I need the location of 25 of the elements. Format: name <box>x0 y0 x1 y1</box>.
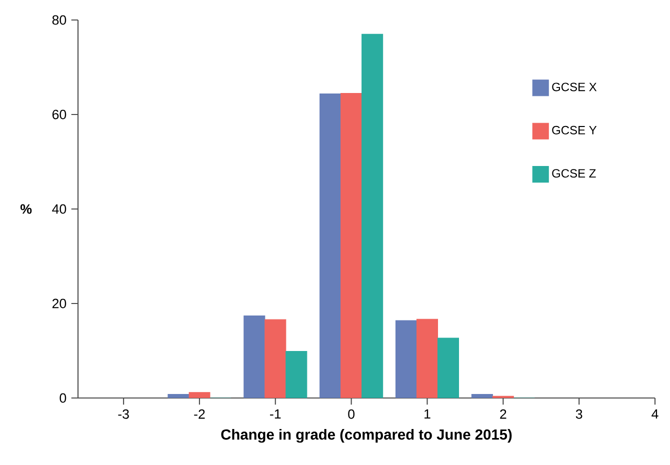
bar <box>264 319 286 398</box>
y-tick-label: 20 <box>52 298 66 308</box>
bar <box>362 34 384 398</box>
x-tick-label: -2 <box>194 409 205 419</box>
bar <box>340 92 362 398</box>
bar <box>437 338 460 398</box>
legend-label: GCSE Z <box>552 169 596 178</box>
x-tick-label: 1 <box>424 409 430 419</box>
legend-label: GCSE Y <box>552 126 597 134</box>
x-axis-title: Change in grade (compared to June 2015) <box>221 428 512 443</box>
x-tick-label: -1 <box>270 409 281 419</box>
x-tick-label: 0 <box>348 409 355 419</box>
bar <box>416 318 438 398</box>
y-tick-label: 0 <box>60 393 66 403</box>
y-tick-label: 60 <box>52 110 66 120</box>
y-tick-label: 40 <box>52 204 66 214</box>
x-tick-label: 4 <box>652 409 658 419</box>
legend-label: GCSE X <box>552 82 597 92</box>
bar <box>188 392 210 398</box>
x-tick-label: 2 <box>500 409 506 419</box>
y-tick-label: 80 <box>52 15 66 25</box>
y-axis-title: % <box>20 204 32 214</box>
x-tick-label: 3 <box>576 409 582 419</box>
bar <box>286 350 308 398</box>
x-tick-label: -3 <box>118 409 129 419</box>
